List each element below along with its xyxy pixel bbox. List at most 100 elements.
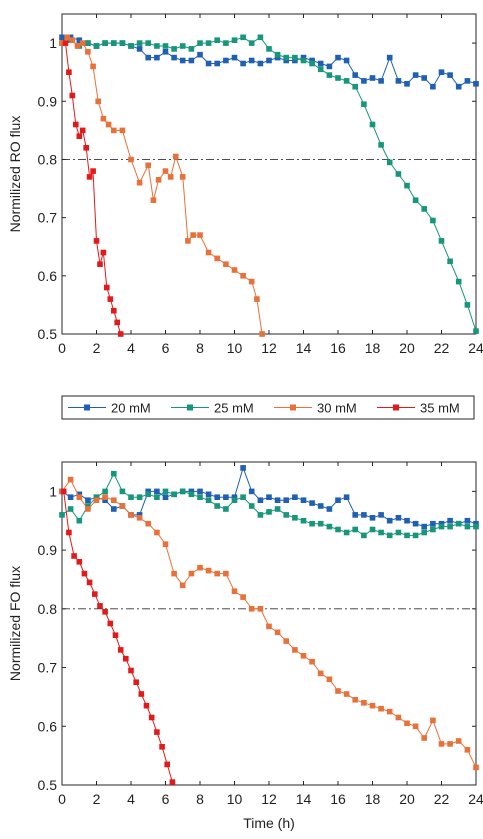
data-point [167, 174, 174, 180]
data-point [464, 523, 471, 530]
data-point [395, 78, 402, 84]
legend-marker [393, 404, 399, 411]
data-point [214, 494, 220, 500]
data-point [283, 512, 289, 518]
legend-box [61, 395, 475, 420]
data-point [114, 319, 120, 326]
data-point [119, 503, 126, 509]
data-point [266, 57, 272, 64]
data-point [343, 57, 350, 64]
data-point [378, 705, 384, 712]
y-tick-label: 0.5 [38, 326, 58, 342]
data-point [447, 741, 453, 747]
data-point [352, 512, 358, 518]
data-point [154, 529, 160, 536]
data-point [205, 60, 212, 67]
data-point [266, 494, 272, 500]
data-point [205, 497, 212, 503]
data-point [231, 267, 238, 273]
data-point [111, 497, 117, 503]
data-point [343, 78, 350, 84]
data-point [292, 647, 298, 653]
data-point [438, 523, 445, 530]
data-point [214, 255, 220, 262]
y-tick-label: 1 [49, 35, 57, 51]
data-point [128, 494, 134, 500]
data-point [136, 494, 143, 500]
data-point [90, 168, 96, 174]
data-point [93, 43, 100, 49]
data-point [257, 512, 264, 518]
data-point [85, 506, 91, 512]
data-point [421, 523, 427, 530]
data-point [62, 40, 69, 46]
data-point [343, 494, 350, 500]
data-point [223, 57, 229, 64]
data-point [128, 156, 134, 163]
data-point [171, 570, 177, 577]
data-point [404, 182, 410, 189]
data-point [412, 532, 419, 539]
data-point [430, 717, 436, 724]
data-point [447, 72, 453, 78]
x-tick-label: 18 [365, 340, 381, 356]
data-point [274, 54, 281, 61]
data-point [97, 261, 103, 267]
data-point [455, 520, 462, 527]
data-point [128, 667, 134, 674]
x-tick-label: 0 [58, 791, 66, 807]
y-tick-label: 0.9 [38, 542, 58, 558]
data-point [179, 488, 186, 495]
x-tick-label: 22 [434, 340, 450, 356]
data-point [248, 57, 255, 64]
y-axis-label: Normilized RO flux [7, 116, 23, 233]
series-line [63, 491, 173, 783]
data-point [111, 127, 117, 134]
data-point [248, 40, 255, 46]
data-point [361, 700, 367, 706]
x-tick-label: 24 [468, 340, 483, 356]
data-point [148, 714, 155, 721]
data-point [159, 744, 165, 750]
data-point [171, 46, 177, 52]
data-point [214, 570, 220, 577]
legend: 20 mM 25 mM 30 mM 35 mM [61, 395, 475, 420]
x-tick-label: 16 [330, 340, 346, 356]
data-point [59, 34, 65, 41]
data-point [69, 37, 76, 43]
data-point [169, 779, 176, 785]
x-tick-label: 2 [93, 791, 101, 807]
data-point [86, 579, 93, 586]
data-point [154, 43, 160, 49]
legend-entry: 30 mM [274, 401, 357, 416]
data-point [292, 54, 298, 61]
data-point [240, 465, 246, 471]
data-point [430, 526, 436, 533]
data-point [404, 81, 410, 87]
legend-label: 25 mM [214, 401, 254, 416]
data-point [473, 81, 479, 87]
data-point [85, 40, 91, 46]
data-point [119, 127, 126, 134]
data-point [205, 249, 212, 256]
data-point [309, 658, 315, 665]
data-point [309, 500, 315, 506]
data-point [179, 174, 186, 180]
series-25-mm [59, 34, 479, 334]
x-tick-label: 8 [196, 791, 204, 807]
data-point [369, 121, 376, 128]
data-point [111, 307, 117, 314]
data-point [145, 491, 151, 498]
data-point [214, 60, 220, 67]
data-point [231, 494, 238, 500]
data-point [430, 83, 436, 90]
data-point [74, 43, 81, 49]
series-20-mm [59, 465, 479, 530]
data-point [464, 747, 471, 753]
data-point [257, 497, 264, 503]
series-35-mm [62, 40, 124, 337]
y-tick-label: 0.7 [38, 210, 58, 226]
y-tick-label: 0.9 [38, 93, 58, 109]
x-tick-label: 20 [399, 340, 415, 356]
data-point [274, 51, 281, 58]
